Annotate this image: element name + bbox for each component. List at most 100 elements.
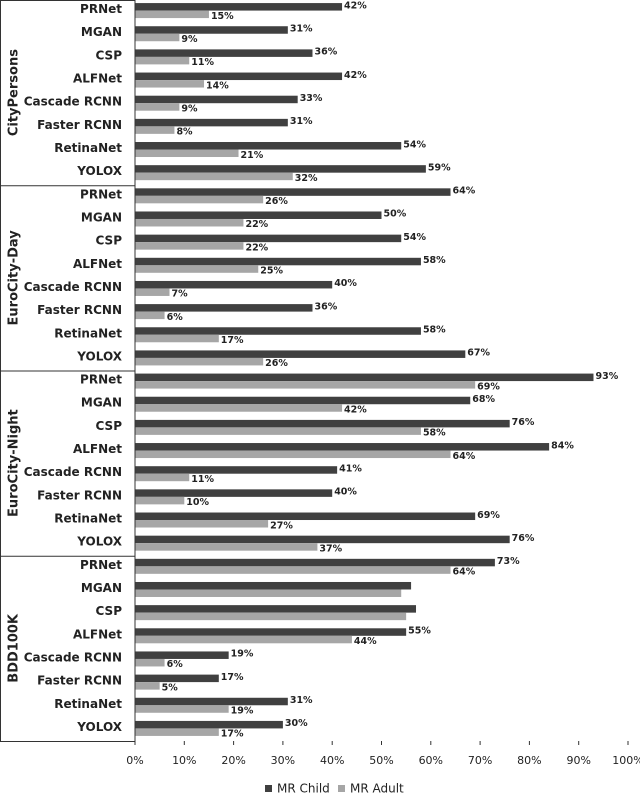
value-label: 25%: [260, 266, 283, 277]
category-label: CSP: [96, 48, 123, 62]
bar: [135, 658, 165, 667]
x-tick-label: 10%: [172, 754, 196, 767]
bar: [135, 327, 421, 335]
bar: [135, 427, 421, 435]
value-label: 14%: [206, 80, 229, 91]
bar: [135, 612, 407, 621]
bar: [135, 3, 343, 11]
value-label: 37%: [319, 543, 342, 554]
value-label: 84%: [551, 440, 574, 451]
value-label: 26%: [265, 358, 288, 369]
value-label: 58%: [423, 255, 446, 266]
x-tick-label: 30%: [271, 754, 295, 767]
bar: [135, 373, 594, 382]
value-label: 69%: [477, 381, 500, 392]
value-label: 7%: [172, 289, 189, 300]
value-label: 31%: [290, 695, 313, 706]
value-label: 6%: [167, 312, 184, 323]
bar: [135, 419, 510, 428]
bar: [135, 172, 293, 181]
bar: [135, 195, 264, 204]
value-label: 44%: [354, 636, 377, 647]
category-label: YOLOX: [76, 535, 122, 549]
legend-label: MR Adult: [350, 782, 404, 795]
bar: [135, 520, 269, 528]
value-label: 54%: [403, 232, 426, 243]
value-label: 17%: [221, 672, 244, 683]
category-label: CSP: [96, 419, 123, 433]
category-label: YOLOX: [76, 720, 122, 734]
category-label: MGAN: [81, 396, 122, 410]
bar: [135, 280, 333, 289]
bar: [135, 566, 451, 574]
bar: [135, 697, 288, 706]
value-label: 11%: [191, 474, 214, 485]
category-label: YOLOX: [76, 164, 122, 178]
value-label: 8%: [176, 127, 193, 138]
bar: [135, 473, 190, 482]
bar: [135, 466, 338, 474]
value-label: 17%: [221, 335, 244, 346]
x-tick-label: 90%: [566, 754, 590, 767]
value-label: 26%: [265, 196, 288, 207]
category-label: CSP: [96, 234, 123, 248]
bar: [135, 234, 402, 243]
category-label: ALFNet: [73, 442, 122, 456]
bar: [135, 628, 407, 636]
bar: [135, 49, 313, 57]
bar: [135, 543, 318, 551]
category-label: Cascade RCNN: [24, 280, 122, 294]
bar: [135, 218, 244, 227]
value-label: 40%: [334, 278, 357, 289]
value-label: 50%: [384, 209, 407, 220]
bar: [135, 489, 333, 497]
value-label: 9%: [181, 34, 198, 45]
category-label: YOLOX: [76, 349, 122, 363]
bar: [135, 605, 417, 613]
bar: [135, 118, 288, 127]
bar: [135, 512, 476, 521]
group-label: CityPersons: [7, 49, 22, 136]
bar: [135, 142, 402, 150]
bar: [135, 674, 219, 683]
bar: [135, 56, 190, 65]
bar: [135, 288, 170, 296]
legend-label: MR Child: [277, 782, 330, 795]
value-label: 11%: [191, 57, 214, 68]
group-label: EuroCity-Day: [7, 230, 22, 326]
category-label: RetinaNet: [54, 512, 122, 526]
bar: [135, 257, 421, 266]
value-label: 73%: [497, 556, 520, 567]
bar: [135, 103, 180, 111]
bar: [135, 242, 244, 250]
value-label: 5%: [162, 682, 179, 693]
bar: [135, 188, 451, 196]
value-label: 58%: [423, 325, 446, 336]
value-label: 19%: [231, 649, 254, 660]
value-label: 76%: [512, 533, 535, 544]
category-label: PRNet: [80, 558, 122, 572]
bar: [135, 80, 205, 88]
value-label: 55%: [408, 626, 431, 637]
category-label: PRNet: [80, 373, 122, 387]
value-label: 21%: [241, 150, 264, 161]
category-label: CSP: [96, 604, 123, 618]
bar: [135, 396, 471, 405]
value-label: 40%: [334, 487, 357, 498]
x-tick-label: 40%: [320, 754, 344, 767]
category-label: Faster RCNN: [37, 303, 122, 317]
category-label: MGAN: [81, 581, 122, 595]
category-label: Faster RCNN: [37, 118, 122, 132]
value-label: 54%: [403, 139, 426, 150]
bar: [135, 304, 313, 312]
value-label: 36%: [314, 301, 337, 312]
value-label: 41%: [339, 463, 362, 474]
category-label: RetinaNet: [54, 697, 122, 711]
bar: [135, 404, 343, 412]
category-label: MGAN: [81, 210, 122, 224]
bar: [135, 381, 476, 389]
bar: [135, 357, 264, 366]
value-label: 31%: [290, 116, 313, 127]
bar: [135, 33, 180, 42]
bar: [135, 10, 209, 19]
